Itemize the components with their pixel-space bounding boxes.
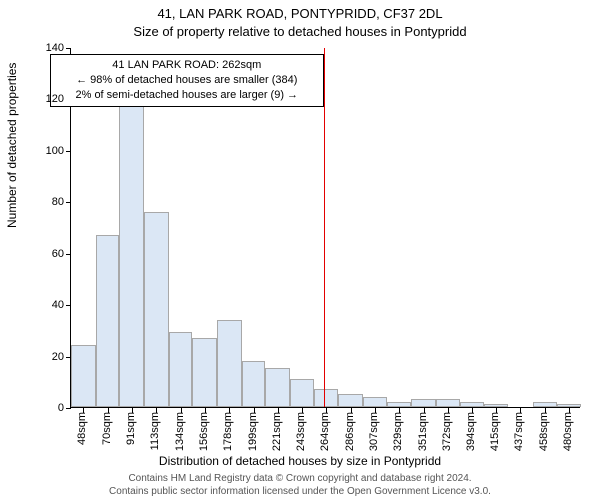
x-tick-label: 415sqm xyxy=(489,412,501,451)
x-tick-label: 221sqm xyxy=(271,412,283,451)
x-axis-label: Distribution of detached houses by size … xyxy=(0,454,600,468)
footer-line-1: Contains HM Land Registry data © Crown c… xyxy=(128,473,471,484)
histogram-bar xyxy=(290,379,314,407)
histogram-bar xyxy=(557,404,581,407)
x-tick-label: 329sqm xyxy=(392,412,404,451)
y-tick-label: 80 xyxy=(34,196,64,208)
y-tick-mark xyxy=(66,202,71,203)
y-tick-mark xyxy=(66,305,71,306)
x-tick-label: 178sqm xyxy=(222,412,234,451)
x-tick-label: 113sqm xyxy=(149,412,161,450)
x-tick-label: 91sqm xyxy=(125,412,137,445)
histogram-bar xyxy=(119,104,144,407)
histogram-bar xyxy=(265,368,290,407)
x-tick-label: 156sqm xyxy=(198,412,210,451)
histogram-bar xyxy=(217,320,242,407)
annotation-line: 2% of semi-detached houses are larger (9… xyxy=(57,88,317,103)
y-tick-mark xyxy=(66,151,71,152)
x-tick-label: 134sqm xyxy=(174,412,186,451)
x-tick-label: 351sqm xyxy=(417,412,429,451)
histogram-bar xyxy=(460,402,485,407)
y-tick-mark xyxy=(66,254,71,255)
footer-attribution: Contains HM Land Registry data © Crown c… xyxy=(0,473,600,498)
y-axis-label: Number of detached properties xyxy=(5,63,19,228)
marker-line xyxy=(324,48,325,407)
histogram-bar xyxy=(71,345,96,407)
y-tick-label: 60 xyxy=(34,248,64,260)
chart-title: 41, LAN PARK ROAD, PONTYPRIDD, CF37 2DL xyxy=(0,6,600,21)
y-tick-mark xyxy=(66,408,71,409)
y-tick-label: 100 xyxy=(34,145,64,157)
y-tick-label: 40 xyxy=(34,299,64,311)
y-tick-mark xyxy=(66,48,71,49)
y-tick-label: 0 xyxy=(34,402,64,414)
chart-subtitle: Size of property relative to detached ho… xyxy=(0,24,600,39)
x-tick-label: 286sqm xyxy=(344,412,356,451)
histogram-bar xyxy=(96,235,120,407)
x-tick-label: 307sqm xyxy=(368,412,380,451)
x-tick-label: 480sqm xyxy=(562,412,574,451)
histogram-bar xyxy=(192,338,217,407)
y-tick-mark xyxy=(66,357,71,358)
annotation-line: ← 98% of detached houses are smaller (38… xyxy=(57,73,317,88)
plot-area: 41 LAN PARK ROAD: 262sqm← 98% of detache… xyxy=(70,48,580,408)
annotation-line: 41 LAN PARK ROAD: 262sqm xyxy=(57,58,317,73)
histogram-bar xyxy=(338,394,363,407)
histogram-bar xyxy=(169,332,193,407)
x-tick-label: 199sqm xyxy=(247,412,259,451)
histogram-bar xyxy=(363,397,387,407)
annotation-box: 41 LAN PARK ROAD: 262sqm← 98% of detache… xyxy=(50,54,324,107)
histogram-bar xyxy=(436,399,460,407)
y-tick-label: 20 xyxy=(34,351,64,363)
x-tick-label: 394sqm xyxy=(465,412,477,451)
x-tick-label: 243sqm xyxy=(295,412,307,451)
x-tick-label: 264sqm xyxy=(319,412,331,451)
footer-line-2: Contains public sector information licen… xyxy=(109,486,491,497)
x-tick-label: 70sqm xyxy=(101,412,113,445)
y-tick-label: 120 xyxy=(34,93,64,105)
x-tick-label: 458sqm xyxy=(538,412,550,451)
histogram-bar xyxy=(484,404,508,407)
chart-container: { "title": "41, LAN PARK ROAD, PONTYPRID… xyxy=(0,0,600,500)
histogram-bar xyxy=(314,389,339,407)
histogram-bar xyxy=(387,402,412,407)
y-tick-label: 140 xyxy=(34,42,64,54)
x-tick-label: 48sqm xyxy=(76,412,88,445)
histogram-bar xyxy=(411,399,436,407)
x-tick-label: 372sqm xyxy=(441,412,453,451)
x-tick-label: 437sqm xyxy=(513,412,525,451)
histogram-bar xyxy=(533,402,558,407)
histogram-bar xyxy=(144,212,169,407)
histogram-bar xyxy=(242,361,266,407)
